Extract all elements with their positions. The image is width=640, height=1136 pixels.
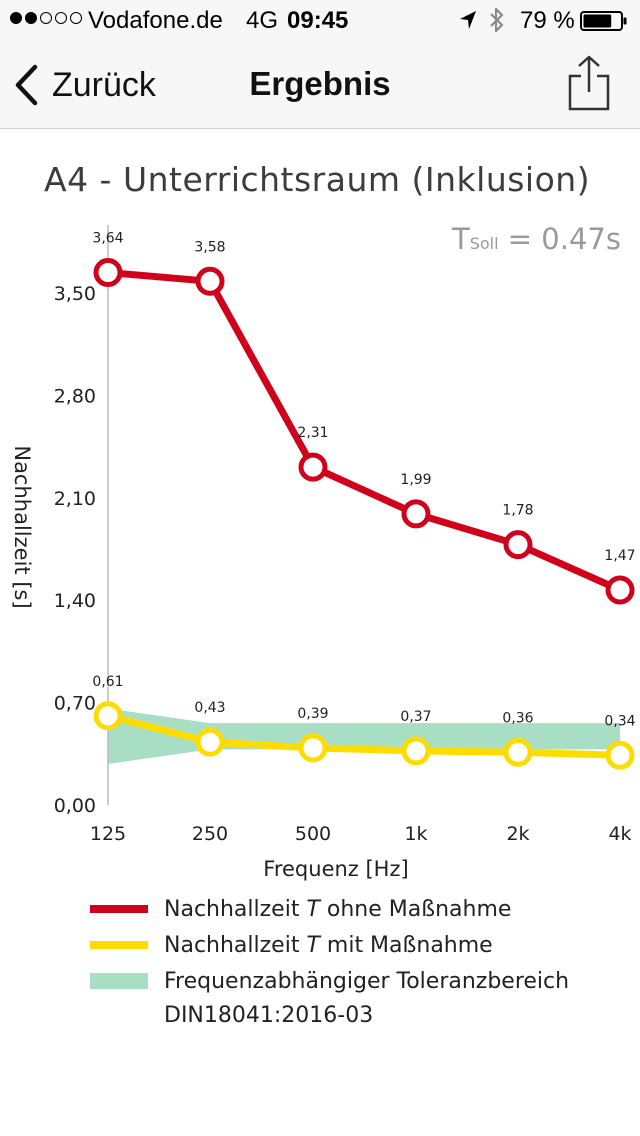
battery-percentage: 79 % (520, 7, 575, 34)
data-point-red (298, 452, 328, 482)
t-soll-symbol: T (452, 222, 470, 256)
signal-strength-icon (10, 12, 82, 24)
x-tick-label: 125 (90, 823, 126, 845)
legend-label: Nachhallzeit T ohne Maßnahme (164, 897, 512, 922)
series-line-red (107, 269, 622, 594)
data-label-yellow: 0,61 (92, 674, 123, 690)
y-axis-label: Nachhallzeit [s] (10, 445, 34, 608)
data-label-red: 1,99 (400, 472, 431, 488)
clock: 09:45 (287, 7, 349, 34)
battery-icon (580, 11, 627, 31)
carrier-name: Vodafone.de (88, 7, 223, 34)
x-tick-label: 250 (192, 823, 228, 845)
y-tick-label: 2,80 (54, 385, 96, 407)
legend-item-tolerance: Frequenzabhängiger Toleranzbereich DIN18… (90, 965, 569, 1033)
data-point-yellow (93, 701, 123, 731)
x-tick-label: 1k (404, 823, 427, 845)
data-label-red: 2,31 (297, 425, 328, 441)
y-tick-label: 0,70 (54, 693, 96, 715)
target-reverberation-time: TSoll = 0.47s (452, 222, 621, 256)
data-point-red (503, 530, 533, 560)
location-arrow-icon (460, 11, 476, 29)
t-soll-subscript: Soll (469, 234, 499, 253)
legend-label: Frequenzabhängiger Toleranzbereich DIN18… (164, 969, 570, 1028)
x-tick-label: 500 (295, 823, 331, 845)
data-point-yellow (298, 733, 328, 763)
data-label-yellow: 0,37 (400, 709, 431, 725)
navigation-bar: Zurück Ergebnis (0, 40, 640, 129)
status-bar: Vodafone.de 4G 09:45 79 % (0, 0, 640, 40)
x-tick-label: 2k (506, 823, 529, 845)
data-label-red: 3,58 (194, 239, 225, 255)
tolerance-band (108, 708, 620, 764)
data-point-yellow (401, 736, 431, 766)
data-point-yellow (503, 737, 533, 767)
data-label-yellow: 0,34 (604, 713, 635, 729)
network-type: 4G (246, 7, 279, 34)
y-tick-label: 1,40 (54, 590, 96, 612)
x-axis-label: Frequenz [Hz] (263, 857, 408, 881)
data-label-yellow: 0,39 (297, 706, 328, 722)
legend-item-without-measure: Nachhallzeit T ohne Maßnahme (90, 893, 569, 929)
chevron-left-icon (15, 64, 38, 106)
data-point-red (605, 575, 635, 605)
y-tick-label: 3,50 (54, 283, 96, 305)
data-label-yellow: 0,36 (502, 710, 533, 726)
data-point-red (401, 499, 431, 529)
legend-swatch-yellow (90, 941, 148, 949)
data-point-red (195, 266, 225, 296)
data-point-yellow (605, 740, 635, 770)
series-line-yellow (107, 712, 621, 759)
data-label-red: 3,64 (92, 231, 123, 247)
legend-item-with-measure: Nachhallzeit T mit Maßnahme (90, 929, 569, 965)
share-icon[interactable] (566, 54, 612, 112)
reverberation-chart: 0,00 0,70 1,40 2,10 2,80 3,50 125 250 500 1k 2k 4k F… (10, 225, 636, 881)
legend-swatch-red (90, 905, 148, 913)
data-label-red: 1,47 (604, 548, 635, 564)
data-label-yellow: 0,43 (194, 700, 225, 716)
bluetooth-icon (490, 7, 504, 33)
chart-title: A4 - Unterrichtsraum (Inklusion) (44, 160, 591, 199)
data-point-red (93, 258, 123, 287)
back-button-label: Zurück (52, 65, 156, 104)
legend-label: Nachhallzeit T mit Maßnahme (164, 933, 493, 958)
back-button[interactable]: Zurück (14, 60, 156, 110)
chart-legend: Nachhallzeit T ohne Maßnahme Nachhallzei… (90, 893, 569, 1033)
t-soll-value: = 0.47s (498, 222, 621, 256)
y-tick-label: 2,10 (54, 488, 96, 510)
data-point-yellow (195, 727, 225, 757)
legend-swatch-band (90, 973, 148, 989)
data-label-red: 1,78 (502, 503, 533, 519)
x-tick-label: 4k (608, 823, 631, 845)
y-tick-label: 0,00 (54, 795, 96, 817)
